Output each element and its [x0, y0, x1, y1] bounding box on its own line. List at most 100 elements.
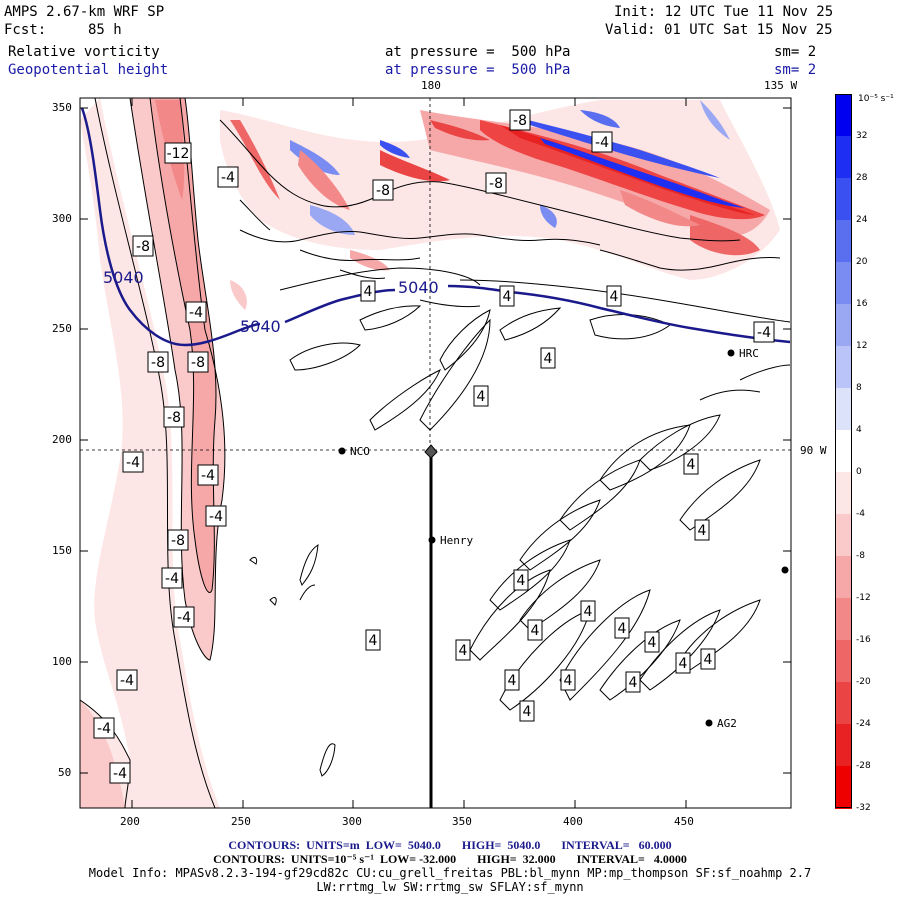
vorticity-label: -4 — [116, 669, 138, 691]
station-dot — [338, 447, 346, 455]
colorbar-swatch — [835, 472, 852, 515]
height-contour-label: 5040 — [398, 278, 439, 297]
svg-text:4: 4 — [503, 289, 512, 305]
colorbar-swatch — [835, 262, 852, 305]
x-tick-300: 300 — [342, 815, 362, 828]
vorticity-label: -4 — [185, 301, 207, 323]
vorticity-label: 4 — [683, 453, 699, 475]
station-dot — [428, 536, 436, 544]
svg-text:4: 4 — [459, 643, 468, 659]
field2-smoothing: sm= 2 — [774, 62, 817, 78]
station-label: NCO — [350, 445, 370, 458]
svg-text:-4: -4 — [221, 170, 235, 186]
svg-text:-8: -8 — [171, 533, 185, 549]
colorbar-swatch — [835, 640, 852, 683]
svg-text:-8: -8 — [151, 355, 165, 371]
vorticity-label: 4 — [365, 629, 381, 651]
colorbar-label: -28 — [856, 761, 871, 771]
colorbar-swatch — [835, 178, 852, 221]
svg-text:4: 4 — [704, 652, 713, 668]
vorticity-label: 4 — [513, 569, 529, 591]
vorticity-label: 4 — [644, 631, 660, 653]
svg-text:4: 4 — [544, 351, 553, 367]
svg-text:-8: -8 — [513, 113, 527, 129]
colorbar-swatch — [835, 598, 852, 641]
x-tick-200: 200 — [120, 815, 140, 828]
colorbar-swatch — [835, 682, 852, 725]
svg-text:4: 4 — [564, 673, 573, 689]
colorbar-swatch — [835, 304, 852, 347]
vorticity-label: -8 — [485, 172, 507, 194]
svg-text:4: 4 — [679, 656, 688, 672]
forecast-label: Fcst: — [4, 22, 47, 38]
vorticity-label: 4 — [614, 617, 630, 639]
field1-name: Relative vorticity — [8, 44, 160, 60]
vorticity-label: 4 — [580, 600, 596, 622]
contour-labels: 5040 5040 5040 -12 -8 -8 -8 -8 -8 -8 -8 -8 -4 -4 -4 -4 -… — [93, 109, 775, 784]
station-label: Henry — [440, 534, 473, 547]
vorticity-label: -8 — [509, 109, 531, 131]
vorticity-label: -4 — [161, 567, 183, 589]
svg-text:-8: -8 — [136, 239, 150, 255]
colorbar-label: 20 — [856, 257, 868, 267]
field1-level: at pressure = 500 hPa — [385, 44, 571, 60]
valid-time: Valid: 01 UTC Sat 15 Nov 25 — [605, 22, 833, 38]
colorbar-label: 28 — [856, 173, 868, 183]
footer-model-info: Model Info: MPASv8.2.3-194-gf29cd82c CU:… — [88, 866, 812, 880]
colorbar-label: 24 — [856, 215, 868, 225]
colorbar-swatch — [835, 556, 852, 599]
vorticity-contours — [80, 98, 791, 808]
svg-text:4: 4 — [364, 284, 373, 300]
field2-name: Geopotential height — [8, 62, 169, 78]
svg-text:4: 4 — [523, 704, 532, 720]
init-time: Init: 12 UTC Tue 11 Nov 25 — [614, 4, 834, 20]
colorbar-label: -8 — [856, 551, 865, 561]
colorbar-unit: 10⁻⁵ s⁻¹ — [858, 94, 894, 104]
svg-text:4: 4 — [698, 523, 707, 539]
height-contour-label: 5040 — [103, 268, 144, 287]
svg-text:-8: -8 — [191, 355, 205, 371]
vorticity-label: 4 — [560, 669, 576, 691]
colorbar-label: -4 — [856, 509, 865, 519]
svg-text:-4: -4 — [201, 468, 215, 484]
svg-text:-4: -4 — [177, 610, 191, 626]
vorticity-label: 4 — [504, 669, 520, 691]
vorticity-label: -8 — [147, 351, 169, 373]
colorbar-label: -24 — [856, 719, 871, 729]
vorticity-label: -12 — [164, 142, 192, 164]
pole-marker — [424, 444, 438, 459]
station-label: AG2 — [717, 717, 737, 730]
vorticity-label: -8 — [163, 406, 185, 428]
colorbar-label: -32 — [856, 803, 871, 813]
svg-text:4: 4 — [648, 635, 657, 651]
vorticity-label: 4 — [473, 385, 489, 407]
lon-label-135w: 135 W — [764, 79, 798, 92]
svg-text:-4: -4 — [165, 571, 179, 587]
station-label: HRC — [739, 347, 759, 360]
svg-text:4: 4 — [477, 389, 486, 405]
colorbar-swatch — [835, 220, 852, 263]
vorticity-label: 4 — [694, 519, 710, 541]
footer-model-info-2: LW:rrtmg_lw SW:rrtmg_sw SFLAY:sf_mynn — [316, 880, 584, 894]
svg-text:-8: -8 — [167, 410, 181, 426]
svg-text:-4: -4 — [209, 509, 223, 525]
lon-label-90w: 90 W — [800, 444, 827, 457]
colorbar-label: 4 — [856, 425, 862, 435]
y-tick-200: 200 — [52, 433, 72, 446]
vorticity-label: -4 — [197, 464, 219, 486]
svg-text:4: 4 — [508, 673, 517, 689]
colorbar-label: 32 — [856, 131, 868, 141]
footer-height-contours: CONTOURS: UNITS=m LOW= 5040.0 HIGH= 5040… — [228, 838, 672, 852]
vorticity-label: 4 — [527, 619, 543, 641]
colorbar-swatch — [835, 346, 852, 389]
svg-text:-4: -4 — [595, 135, 609, 151]
svg-text:4: 4 — [369, 633, 378, 649]
svg-text:-8: -8 — [489, 176, 503, 192]
vorticity-label: -8 — [167, 529, 189, 551]
svg-text:-4: -4 — [120, 673, 134, 689]
vorticity-label: -8 — [372, 179, 394, 201]
svg-text:4: 4 — [531, 623, 540, 639]
vorticity-label: 4 — [540, 347, 556, 369]
y-tick-350: 350 — [52, 101, 72, 114]
colorbar-label: -16 — [856, 635, 871, 645]
